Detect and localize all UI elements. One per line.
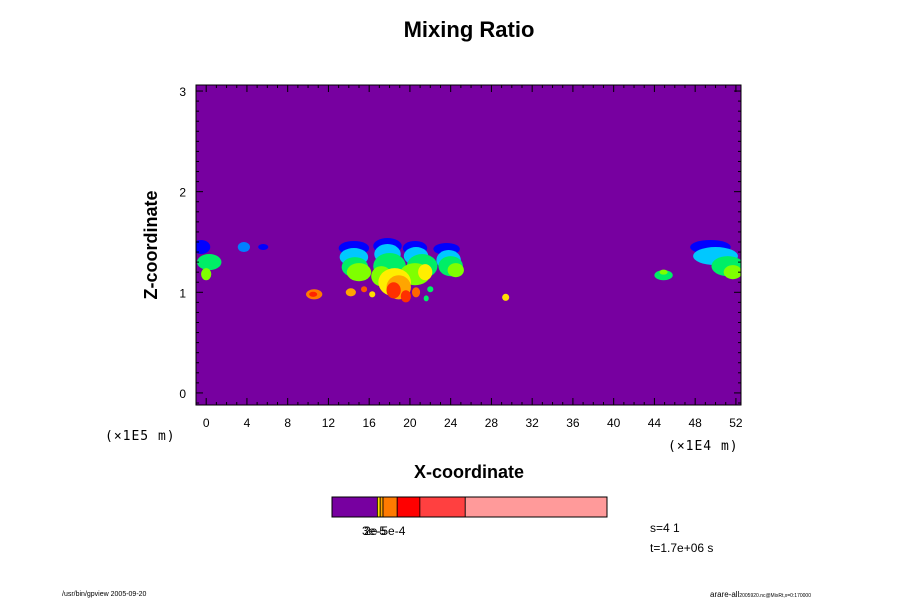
x-axis-title: X-coordinate (414, 462, 524, 482)
x-tick-label: 4 (244, 416, 251, 430)
chart-title: Mixing Ratio (404, 17, 535, 42)
x-unit-label: (×1E4 m) (668, 439, 739, 454)
mixing-ratio-patch (196, 239, 211, 255)
colorbar-label-overlap: 3e-5 (362, 524, 386, 538)
mixing-ratio-patch (423, 295, 429, 302)
mixing-ratio-patch (659, 269, 668, 275)
plot-frame (195, 84, 742, 406)
footer-right-main-text: arare-all (710, 590, 740, 599)
colorbar-segment (382, 496, 398, 518)
plot-background (196, 85, 741, 405)
mixing-ratio-patch (723, 265, 741, 280)
mixing-ratio-patch (309, 291, 318, 297)
mixing-ratio-patch (345, 288, 356, 297)
footer-right-sub-text: 2005920.nc@MixRt,x=0:170000 (739, 593, 811, 599)
x-tick-label: 16 (362, 416, 376, 430)
mixing-ratio-patch (502, 293, 510, 301)
y-tick-label: 2 (179, 186, 186, 200)
x-tick-label: 32 (525, 416, 539, 430)
mixing-ratio-patch (346, 263, 372, 282)
x-tick-label: 48 (688, 416, 702, 430)
mixing-ratio-patch (411, 287, 421, 298)
y-tick-label: 1 (179, 286, 186, 300)
footer-left: /usr/bin/gpview 2005-09-20 (62, 591, 147, 598)
mixing-ratio-patch (201, 268, 212, 281)
y-tick-label: 0 (179, 387, 186, 401)
mixing-ratio-patch (447, 263, 464, 278)
mixing-ratio-patch (258, 243, 269, 251)
x-tick-label: 40 (607, 416, 621, 430)
colorbar-segment (396, 496, 421, 518)
x-tick-label: 44 (648, 416, 662, 430)
y-unit-label: (×1E5 m) (105, 429, 176, 444)
colorbar (331, 496, 608, 518)
x-tick-label: 0 (203, 416, 210, 430)
colorbar-segment (331, 496, 378, 518)
mixing-ratio-patch (369, 291, 376, 298)
x-tick-label: 8 (284, 416, 291, 430)
mixing-ratio-patch (654, 270, 673, 281)
y-tick-label: 3 (179, 85, 186, 99)
x-tick-label: 24 (444, 416, 458, 430)
mixing-ratio-patch (197, 254, 222, 271)
x-tick-label: 12 (322, 416, 336, 430)
y-axis-title: Z-coordinate (141, 190, 161, 299)
colorbar-frame (331, 496, 608, 518)
mixing-ratio-patch (427, 286, 434, 293)
x-tick-label: 28 (485, 416, 499, 430)
colorbar-segment (464, 496, 608, 518)
feature-layer (196, 237, 741, 303)
mixing-ratio-patch (361, 286, 368, 293)
mixing-ratio-patch (418, 264, 433, 281)
mixing-ratio-patch (386, 282, 401, 299)
colorbar-segment (379, 496, 384, 518)
x-tick-label: 20 (403, 416, 417, 430)
x-tick-label: 36 (566, 416, 580, 430)
mixing-ratio-patch (400, 290, 411, 303)
colorbar-label: 2e-5e-4 (364, 524, 406, 538)
footer-right-main: arare-all2005920.nc@MixRt,x=0:170000 (710, 590, 811, 599)
time-annotation: t=1.7e+06 s (650, 541, 713, 555)
mixing-ratio-patch (237, 241, 250, 253)
colorbar-segment (376, 496, 381, 518)
colorbar-segment (419, 496, 466, 518)
step-annotation: s=4 1 (650, 521, 680, 535)
x-tick-label: 52 (729, 416, 743, 430)
